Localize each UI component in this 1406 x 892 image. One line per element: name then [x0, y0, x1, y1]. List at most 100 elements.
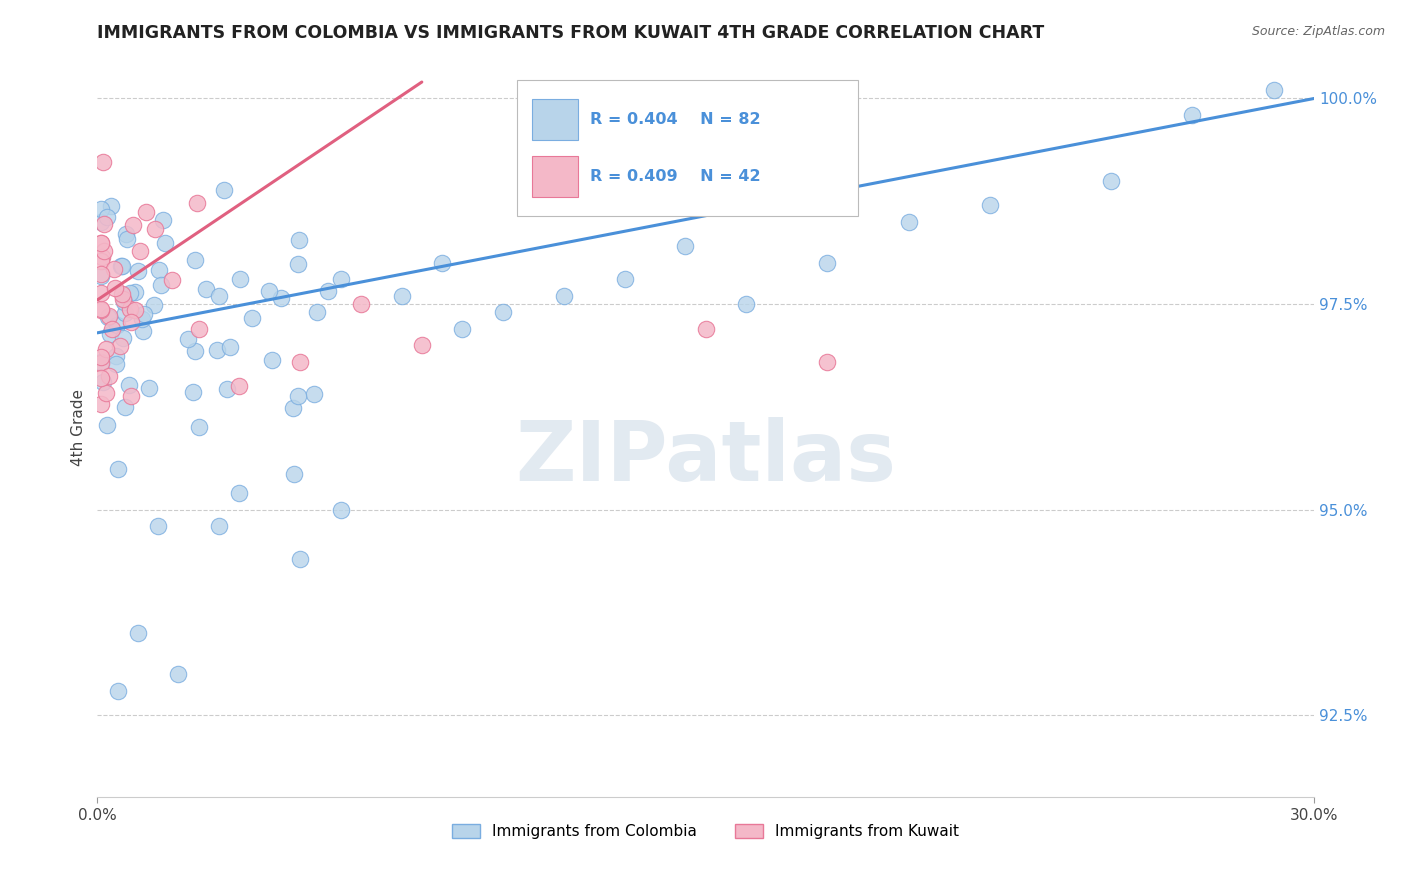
Point [207, 343, 229, 357]
Point [430, 256, 453, 270]
Point [90, 254, 112, 268]
Point [103, 262, 125, 277]
Point [131, 312, 153, 326]
Point [1099, 174, 1122, 188]
Point [117, 232, 139, 246]
Point [110, 286, 132, 301]
Point [1181, 108, 1204, 122]
Text: R = 0.409    N = 42: R = 0.409 N = 42 [591, 169, 761, 185]
Point [391, 289, 413, 303]
Point [283, 467, 305, 481]
Point [91, 375, 114, 389]
Y-axis label: 4th Grade: 4th Grade [72, 389, 86, 466]
Point [183, 253, 205, 268]
Point [350, 297, 373, 311]
Point [177, 332, 200, 346]
Point [90, 286, 112, 301]
Point [104, 357, 127, 371]
Point [187, 420, 209, 434]
Point [287, 234, 309, 248]
Point [228, 379, 250, 393]
Point [112, 292, 135, 306]
Point [90, 302, 112, 317]
Point [219, 340, 242, 354]
Point [675, 239, 697, 253]
Point [492, 305, 515, 319]
Point [138, 381, 160, 395]
Point [208, 519, 231, 533]
Point [118, 285, 141, 300]
Point [124, 285, 146, 299]
Point [181, 385, 204, 400]
Point [96, 342, 118, 356]
Point [120, 315, 142, 329]
Point [100, 199, 122, 213]
Point [90, 397, 112, 411]
Point [120, 389, 142, 403]
Point [112, 295, 135, 310]
Point [134, 307, 156, 321]
Point [101, 322, 124, 336]
Point [214, 183, 236, 197]
Point [257, 285, 280, 299]
Point [162, 273, 184, 287]
Point [288, 552, 311, 566]
Point [97, 310, 120, 324]
Point [105, 349, 128, 363]
Point [451, 322, 474, 336]
Point [128, 244, 150, 259]
Point [127, 626, 149, 640]
Point [98, 309, 121, 323]
Point [208, 289, 231, 303]
Text: Source: ZipAtlas.com: Source: ZipAtlas.com [1251, 25, 1385, 38]
Point [187, 322, 209, 336]
Point [194, 282, 217, 296]
Point [329, 272, 352, 286]
Point [553, 289, 575, 303]
Point [152, 213, 174, 227]
Point [979, 198, 1001, 212]
Point [118, 302, 141, 317]
FancyBboxPatch shape [517, 79, 858, 217]
Point [270, 291, 292, 305]
Point [695, 322, 717, 336]
Point [815, 256, 838, 270]
Legend: Immigrants from Colombia, Immigrants from Kuwait: Immigrants from Colombia, Immigrants fro… [446, 818, 965, 846]
Point [90, 250, 112, 264]
Point [215, 382, 238, 396]
Point [114, 305, 136, 319]
Point [287, 257, 309, 271]
Point [305, 305, 328, 319]
Point [90, 269, 112, 284]
Point [613, 272, 636, 286]
Point [411, 338, 433, 352]
Point [104, 281, 127, 295]
Point [148, 263, 170, 277]
Point [122, 219, 145, 233]
Text: R = 0.404    N = 82: R = 0.404 N = 82 [591, 112, 761, 127]
Point [98, 326, 121, 341]
Point [283, 401, 305, 415]
Point [735, 297, 758, 311]
Point [90, 268, 112, 282]
Text: IMMIGRANTS FROM COLOMBIA VS IMMIGRANTS FROM KUWAIT 4TH GRADE CORRELATION CHART: IMMIGRANTS FROM COLOMBIA VS IMMIGRANTS F… [97, 24, 1045, 42]
Point [90, 356, 112, 370]
Point [96, 418, 118, 433]
Point [124, 302, 146, 317]
Point [288, 354, 311, 368]
Point [90, 236, 112, 251]
Point [897, 215, 920, 229]
Point [111, 259, 134, 273]
Point [1263, 83, 1285, 97]
Point [90, 370, 112, 384]
Point [114, 401, 136, 415]
Point [184, 344, 207, 359]
Point [228, 486, 250, 500]
Bar [531, 156, 578, 197]
Point [105, 318, 128, 332]
Point [815, 354, 838, 368]
Point [132, 325, 155, 339]
Point [108, 339, 131, 353]
Point [143, 222, 166, 236]
Point [142, 298, 165, 312]
